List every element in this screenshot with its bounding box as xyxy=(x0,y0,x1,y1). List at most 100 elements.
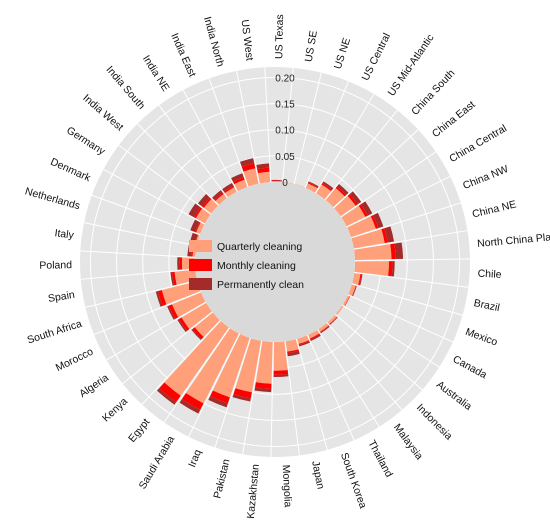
bar-segment xyxy=(233,177,245,185)
region-label: Denmark xyxy=(49,156,93,185)
bar-segment xyxy=(212,334,250,398)
region-label: India South xyxy=(104,64,148,112)
grid-spoke xyxy=(106,301,207,361)
bar-segment xyxy=(354,261,389,276)
grid-spoke xyxy=(214,337,251,448)
region-label: Egypt xyxy=(126,416,152,445)
bar-segment xyxy=(179,257,183,270)
bar-segment xyxy=(155,291,163,307)
region-label: Kenya xyxy=(100,395,130,424)
grid-ring xyxy=(116,103,434,421)
region-label: US NE xyxy=(332,36,353,70)
bar-segment xyxy=(329,317,338,325)
region-label: Pakistan xyxy=(211,458,232,500)
region-label: China East xyxy=(430,99,478,140)
region-label: Chile xyxy=(477,268,502,281)
region-label: India North xyxy=(201,15,226,68)
bar-segment xyxy=(243,168,259,187)
legend-label: Quarterly cleaning xyxy=(217,241,302,253)
bar-segment xyxy=(347,216,376,238)
region-label: China NE xyxy=(471,198,518,220)
radial-tick-label: 0.10 xyxy=(275,126,295,137)
region-label: India NE xyxy=(140,53,172,93)
bar-segment xyxy=(354,244,392,261)
region-label: Mexico xyxy=(464,326,500,349)
grid-spoke xyxy=(83,222,197,247)
grid-spoke xyxy=(163,327,230,423)
region-label: Iraq xyxy=(186,448,204,469)
grid-spoke xyxy=(353,230,468,250)
bar-segment xyxy=(190,219,200,233)
bar-segment xyxy=(360,201,373,216)
bar-segment xyxy=(232,394,251,402)
bar-segment xyxy=(177,319,187,332)
region-label: US Texas xyxy=(273,14,286,59)
bar-segment xyxy=(325,188,345,208)
bar-segment xyxy=(273,374,289,378)
bar-segment xyxy=(287,350,300,357)
region-label: South Korea xyxy=(338,451,369,510)
bar-segment xyxy=(271,180,282,182)
bar-segment xyxy=(358,273,362,286)
region-label: Morocco xyxy=(54,346,96,375)
region-label: Saudi Arabia xyxy=(137,434,178,492)
bar-segment xyxy=(381,228,388,244)
region-label: Algeria xyxy=(77,372,111,400)
bar-segment xyxy=(195,222,201,233)
bar-segment xyxy=(271,179,282,181)
grid-spoke xyxy=(208,78,249,187)
region-label: India East xyxy=(168,31,198,79)
bar-segment xyxy=(351,229,385,249)
region-label: China South xyxy=(409,67,457,118)
bar-segment xyxy=(273,370,289,375)
radial-tick-label: 0.20 xyxy=(275,73,295,84)
region-label: India West xyxy=(80,92,125,134)
bar-segment xyxy=(171,292,206,318)
bar-segment xyxy=(202,197,212,208)
bar-segment xyxy=(224,185,235,194)
grid-ring xyxy=(142,129,408,395)
bar-segment xyxy=(203,199,219,214)
bar-segment xyxy=(210,390,230,404)
bar-segment xyxy=(318,323,329,332)
grid-spoke xyxy=(324,109,398,201)
region-label: US SE xyxy=(303,30,320,63)
radial-tick-labels: 0 0.05 0.10 0.15 0.20 xyxy=(275,73,295,189)
bar-segment xyxy=(254,387,272,393)
bar-segment xyxy=(241,163,256,172)
bar-segment xyxy=(194,312,220,338)
bar-segment xyxy=(179,399,201,414)
bar-segment xyxy=(309,333,320,340)
grid-spoke xyxy=(264,67,272,183)
bar-segment xyxy=(334,195,356,217)
legend-swatch xyxy=(189,259,212,271)
bar-segment xyxy=(373,212,384,229)
grid-spoke xyxy=(80,250,196,258)
grid-spoke xyxy=(188,333,240,438)
bar-segment xyxy=(240,158,255,167)
radial-tick-label: 0 xyxy=(282,178,288,189)
bar-segment xyxy=(394,242,404,260)
grid-spoke xyxy=(315,93,375,194)
bar-segment xyxy=(335,186,347,197)
bar-segment xyxy=(171,271,177,286)
grid-spoke xyxy=(137,123,219,206)
region-label: Japan xyxy=(309,460,326,491)
grid-spoke xyxy=(158,104,228,198)
region-label: Thailand xyxy=(365,438,395,479)
bar-segment xyxy=(233,388,252,399)
bar-segment xyxy=(191,329,202,341)
bar-segment xyxy=(285,339,299,352)
bar-segment xyxy=(208,396,228,408)
grid-spoke xyxy=(284,341,300,456)
grid-spoke xyxy=(340,151,437,218)
grid-spoke xyxy=(93,291,201,335)
grid-spoke xyxy=(351,283,463,316)
bar-segment xyxy=(255,341,273,384)
bar-segment xyxy=(255,382,272,389)
bar-segment xyxy=(352,285,357,297)
bar-segment xyxy=(320,325,330,334)
grid-spoke xyxy=(346,175,451,228)
bar-segment xyxy=(188,203,201,218)
